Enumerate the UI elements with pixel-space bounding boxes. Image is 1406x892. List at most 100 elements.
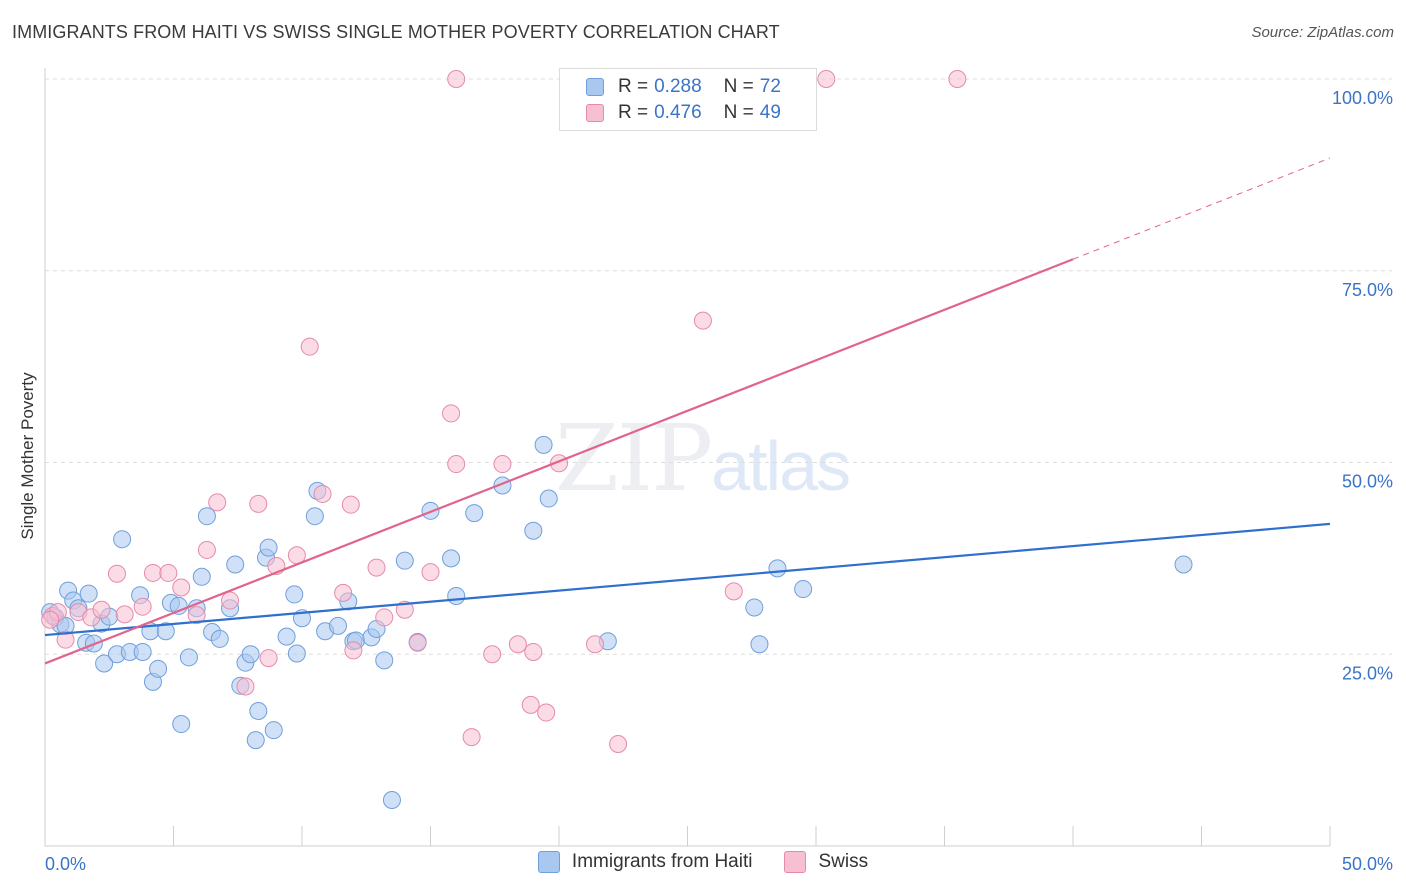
haiti-point [447, 586, 466, 605]
legend-item-swiss: Swiss [784, 851, 868, 873]
swiss-point [421, 563, 440, 582]
haiti-point [287, 644, 306, 663]
haiti-point [192, 567, 211, 586]
legend-r-label: R = [618, 102, 649, 123]
y-tick-label: 25.0% [1342, 663, 1393, 683]
swiss-point [537, 703, 556, 722]
watermark-zip: ZIP [555, 405, 713, 512]
haiti-point [794, 580, 813, 599]
haiti-point [156, 622, 175, 641]
legend-row-haiti: R = 0.288 N = 72 [586, 75, 781, 99]
swiss-point [395, 600, 414, 619]
haiti-point [524, 521, 543, 540]
swiss-point [334, 583, 353, 602]
swiss-point [221, 591, 240, 610]
swiss-point [585, 635, 604, 654]
haiti-point [768, 559, 787, 578]
haiti-point [95, 654, 114, 673]
legend-r-value: 0.288 [654, 76, 702, 97]
haiti-point [259, 538, 278, 557]
watermark: ZIPatlas [555, 405, 851, 512]
swiss-point [313, 484, 332, 503]
haiti-point [277, 627, 296, 646]
haiti-point [442, 549, 461, 568]
series-legend: Immigrants from Haiti Swiss [0, 851, 1406, 873]
swiss-point [92, 600, 111, 619]
swiss-point [483, 645, 502, 664]
haiti-point [226, 555, 245, 574]
haiti-point [1174, 555, 1193, 574]
swiss-point [948, 70, 967, 88]
swiss-point [609, 734, 628, 753]
swiss-point [521, 695, 540, 714]
swiss-point [344, 641, 363, 660]
swiss-point [133, 597, 152, 616]
legend-n-value: 72 [759, 76, 781, 97]
haiti-point [149, 659, 168, 678]
haiti-point [395, 551, 414, 570]
swiss-point [367, 558, 386, 577]
legend-n-value: 49 [759, 102, 781, 123]
swiss-point [493, 455, 512, 474]
swiss-point [817, 70, 836, 88]
legend-label-swiss: Swiss [818, 851, 869, 872]
swiss-point [236, 677, 255, 696]
legend-r-label: R = [618, 76, 649, 97]
x-tick-label: 50.0% [1342, 854, 1393, 874]
haiti-point [465, 504, 484, 523]
haiti-trend-line [44, 522, 1331, 637]
haiti-point [113, 530, 132, 549]
haiti-point [133, 642, 152, 661]
legend-item-haiti: Immigrants from Haiti [537, 851, 753, 873]
swiss-point [524, 642, 543, 661]
swiss-point [159, 563, 178, 582]
swiss-point [107, 564, 126, 583]
haiti-point [246, 731, 265, 750]
legend-swatch-haiti [586, 78, 604, 96]
y-tick-label: 50.0% [1342, 472, 1393, 492]
haiti-point [382, 790, 401, 809]
legend-row-swiss: R = 0.476 N = 49 [586, 101, 781, 125]
swiss-point [447, 70, 466, 88]
correlation-legend: R = 0.288 N = 72 R = 0.476 N = 49 [559, 68, 817, 131]
haiti-point [305, 507, 324, 526]
y-tick-label: 100.0% [1332, 88, 1393, 108]
haiti-point [241, 645, 260, 664]
haiti-point [375, 651, 394, 670]
swiss-point [693, 311, 712, 330]
legend-swatch-swiss [784, 851, 807, 873]
haiti-point [539, 489, 558, 508]
haiti-point [79, 584, 98, 603]
swiss-point [447, 455, 466, 474]
haiti-point [264, 721, 283, 740]
swiss-point [115, 605, 134, 624]
haiti-point [328, 616, 347, 635]
legend-swatch-haiti [537, 851, 560, 873]
haiti-point [179, 648, 198, 667]
swiss-point [442, 404, 461, 423]
watermark-atlas: atlas [711, 427, 851, 505]
swiss-point [341, 495, 360, 514]
legend-label-haiti: Immigrants from Haiti [571, 851, 753, 872]
haiti-point [534, 435, 553, 454]
swiss-point [249, 494, 268, 513]
legend-r-value: 0.476 [654, 102, 702, 123]
swiss-point [300, 337, 319, 356]
y-tick-label: 75.0% [1342, 280, 1393, 300]
legend-n-label: N = [723, 102, 754, 123]
chart-title: IMMIGRANTS FROM HAITI VS SWISS SINGLE MO… [12, 22, 780, 42]
source-label: Source: ZipAtlas.com [1251, 24, 1394, 41]
haiti-point [249, 702, 268, 721]
swiss-point [375, 608, 394, 627]
swiss-point [462, 728, 481, 747]
swiss-point [259, 649, 278, 668]
swiss-point [56, 630, 75, 649]
haiti-point [750, 635, 769, 654]
swiss-point [724, 582, 743, 601]
haiti-point [172, 715, 191, 734]
haiti-point [197, 507, 216, 526]
swiss-trend-extension [1072, 157, 1331, 260]
swiss-point [172, 578, 191, 597]
x-tick-label: 0.0% [45, 854, 86, 874]
